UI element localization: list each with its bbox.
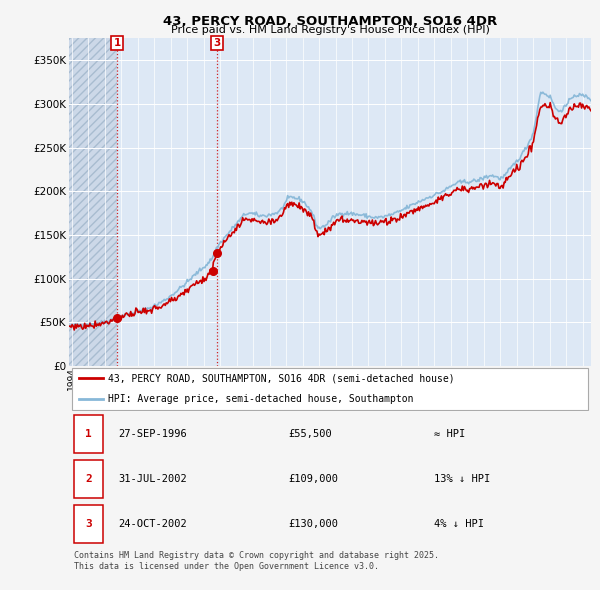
Text: 31-JUL-2002: 31-JUL-2002 — [119, 474, 187, 484]
Text: HPI: Average price, semi-detached house, Southampton: HPI: Average price, semi-detached house,… — [108, 394, 413, 404]
Text: 3: 3 — [85, 519, 92, 529]
Text: 3: 3 — [214, 38, 221, 48]
Text: Price paid vs. HM Land Registry's House Price Index (HPI): Price paid vs. HM Land Registry's House … — [170, 25, 490, 35]
Text: £130,000: £130,000 — [288, 519, 338, 529]
FancyBboxPatch shape — [74, 415, 103, 453]
Text: 2: 2 — [85, 474, 92, 484]
Text: 13% ↓ HPI: 13% ↓ HPI — [434, 474, 491, 484]
Text: 43, PERCY ROAD, SOUTHAMPTON, SO16 4DR (semi-detached house): 43, PERCY ROAD, SOUTHAMPTON, SO16 4DR (s… — [108, 373, 455, 384]
Text: ≈ HPI: ≈ HPI — [434, 429, 466, 439]
FancyBboxPatch shape — [71, 368, 589, 409]
FancyBboxPatch shape — [74, 506, 103, 543]
Text: 1: 1 — [85, 429, 92, 439]
FancyBboxPatch shape — [74, 460, 103, 498]
Text: 24-OCT-2002: 24-OCT-2002 — [119, 519, 187, 529]
Text: £55,500: £55,500 — [288, 429, 332, 439]
Text: Contains HM Land Registry data © Crown copyright and database right 2025.
This d: Contains HM Land Registry data © Crown c… — [74, 551, 439, 571]
Text: 4% ↓ HPI: 4% ↓ HPI — [434, 519, 484, 529]
Text: 27-SEP-1996: 27-SEP-1996 — [119, 429, 187, 439]
Text: 43, PERCY ROAD, SOUTHAMPTON, SO16 4DR: 43, PERCY ROAD, SOUTHAMPTON, SO16 4DR — [163, 15, 497, 28]
Text: 1: 1 — [113, 38, 121, 48]
Text: £109,000: £109,000 — [288, 474, 338, 484]
